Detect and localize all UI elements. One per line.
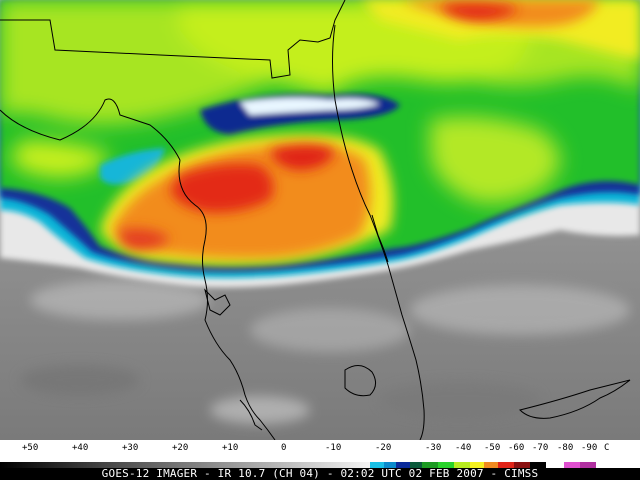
tick-label: +50 (22, 443, 39, 453)
tick-label: +30 (122, 443, 139, 453)
dry-slot-band (100, 93, 400, 185)
coastline-outlines (0, 0, 630, 440)
tick-label: C (604, 443, 610, 453)
red-coldest-tops (119, 3, 520, 250)
tick-label: -60 (508, 443, 525, 453)
tick-label: -70 (532, 443, 549, 453)
temperature-color-strip (0, 457, 640, 472)
temperature-scale-labels: +50 +40 +30 +20 +10 0 -10 -20 -30 -40 -5… (0, 442, 640, 456)
tick-label: -20 (375, 443, 392, 453)
tick-label: -90 (581, 443, 598, 453)
tick-label: -80 (557, 443, 574, 453)
image-caption: GOES-12 IMAGER - IR 10.7 (CH 04) - 02:02… (0, 468, 640, 480)
satellite-ir-image (0, 0, 640, 440)
tick-label: -40 (455, 443, 472, 453)
tick-label: -50 (484, 443, 501, 453)
tick-label: +20 (172, 443, 189, 453)
tick-label: -30 (425, 443, 442, 453)
tick-label: +40 (72, 443, 89, 453)
tick-label: +10 (222, 443, 239, 453)
tick-label: 0 (281, 443, 287, 453)
low-cloud-streaks (20, 280, 630, 424)
tick-label: -10 (325, 443, 342, 453)
